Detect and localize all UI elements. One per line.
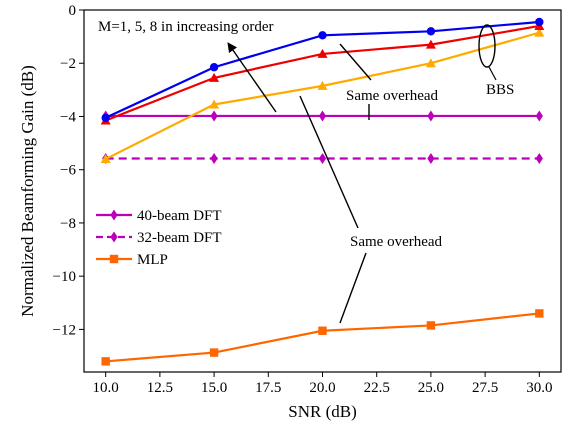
legend-label: MLP <box>137 252 168 268</box>
y-tick-label: −4 <box>60 109 76 125</box>
data-point <box>210 110 218 122</box>
series-3 <box>101 17 544 123</box>
x-tick-label: 20.0 <box>309 380 335 396</box>
data-point <box>209 348 219 357</box>
data-point <box>426 27 436 36</box>
annotation-same-overhead-top: Same overhead <box>346 88 439 104</box>
legend-label: 40-beam DFT <box>137 208 222 224</box>
legend-marker <box>110 231 118 243</box>
x-tick-label: 12.5 <box>147 380 173 396</box>
legend: 40-beam DFT 32-beam DFT MLP <box>96 208 222 268</box>
bbs-ellipse <box>478 24 496 68</box>
series-line <box>105 24 540 122</box>
y-axis-label: Normalized Beamforming Gain (dB) <box>18 65 37 317</box>
series-0 <box>102 110 543 122</box>
overhead-bottom-leader-mlp <box>339 252 367 324</box>
annotation-same-overhead-bottom: Same overhead <box>350 234 443 250</box>
legend-label: 32-beam DFT <box>137 230 222 246</box>
data-point <box>210 153 218 165</box>
data-point <box>317 80 328 90</box>
data-point <box>425 58 436 68</box>
x-tick-label: 27.5 <box>472 380 498 396</box>
x-tick-label: 15.0 <box>201 380 227 396</box>
x-tick-label: 30.0 <box>526 380 552 396</box>
series-5 <box>100 27 545 164</box>
data-point <box>318 326 327 335</box>
y-tick-label: −2 <box>60 56 76 72</box>
data-point <box>209 63 219 72</box>
data-point <box>535 110 543 122</box>
x-tick-label: 25.0 <box>418 380 444 396</box>
overhead-top-leader-blue <box>339 43 372 81</box>
axes-layer: 10.0 12.5 15.0 17.5 20.0 22.5 25.0 27.5 30.0 0 −2 −… <box>18 3 562 421</box>
data-point <box>427 153 435 165</box>
bbs-leader <box>488 66 497 81</box>
data-point <box>101 113 110 123</box>
x-tick-label: 17.5 <box>255 380 281 396</box>
plot-frame <box>83 9 562 373</box>
annotation-order: M=1, 5, 8 in increasing order <box>98 19 274 35</box>
series-layer <box>100 17 545 366</box>
data-point <box>209 72 220 82</box>
x-tick-label: 10.0 <box>93 380 119 396</box>
data-point <box>100 154 111 164</box>
data-point <box>535 17 544 27</box>
overhead-bottom-leader-orange <box>299 95 359 229</box>
series-2 <box>101 309 544 366</box>
y-tick-label: −12 <box>53 322 76 338</box>
data-point <box>317 48 328 58</box>
data-point <box>425 39 436 49</box>
data-point <box>535 309 544 318</box>
data-point <box>427 110 435 122</box>
data-point <box>534 27 545 37</box>
data-point <box>209 99 220 109</box>
data-point <box>535 153 543 165</box>
annotation-arrow <box>227 42 277 113</box>
data-point <box>101 357 110 366</box>
series-1 <box>102 153 543 165</box>
legend-marker <box>110 209 118 221</box>
data-point <box>318 31 327 40</box>
x-tick-label: 22.5 <box>364 380 390 396</box>
y-tick-label: −10 <box>53 269 76 285</box>
y-tick-label: −6 <box>60 163 76 179</box>
data-point <box>318 110 327 122</box>
y-tick-label: 0 <box>69 3 77 19</box>
data-point <box>318 153 327 165</box>
x-axis-label: SNR (dB) <box>288 402 356 421</box>
data-point <box>426 321 436 330</box>
legend-marker <box>109 254 119 264</box>
annotation-layer: M=1, 5, 8 in increasing order Same overhe… <box>98 19 514 324</box>
y-tick-label: −8 <box>60 216 76 232</box>
annotation-bbs: BBS <box>486 82 514 98</box>
series-line <box>105 312 540 363</box>
